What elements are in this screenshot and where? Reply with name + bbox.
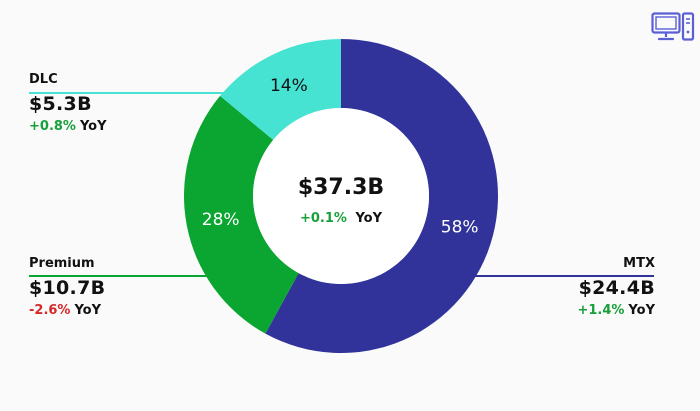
label-dlc: DLC $5.3B +0.8% YoY	[29, 72, 107, 134]
center-total-value: $37.3B	[298, 175, 384, 200]
donut-slices	[183, 38, 498, 353]
label-premium-change-row: -2.6% YoY	[29, 303, 105, 318]
donut-hole	[253, 108, 429, 284]
label-mtx-name: MTX	[623, 256, 655, 271]
label-premium-change: -2.6%	[29, 303, 71, 318]
label-premium: Premium $10.7B -2.6% YoY	[29, 256, 105, 318]
slice-mtx	[265, 39, 498, 353]
center-change-value: +0.1%	[300, 211, 347, 226]
label-dlc-change: +0.8%	[29, 119, 76, 134]
label-mtx-change-row: +1.4% YoY	[577, 303, 655, 318]
slice-dlc-percent: 14%	[270, 76, 308, 96]
label-dlc-name: DLC	[29, 72, 58, 87]
label-mtx-value: $24.4B	[578, 277, 655, 299]
label-premium-name: Premium	[29, 256, 95, 271]
center-change-suffix: YoY	[354, 211, 382, 226]
slice-premium	[183, 95, 299, 334]
label-premium-suffix: YoY	[74, 303, 102, 318]
label-premium-value: $10.7B	[29, 277, 106, 299]
label-dlc-change-row: +0.8% YoY	[29, 119, 107, 134]
slice-premium-percent: 28%	[202, 210, 240, 230]
slice-mtx-percent: 58%	[441, 217, 479, 237]
label-dlc-value: $5.3B	[29, 93, 92, 115]
label-mtx: MTX $24.4B +1.4% YoY	[577, 256, 655, 318]
label-mtx-suffix: YoY	[628, 303, 655, 318]
center-total-change: +0.1% YoY	[300, 211, 383, 226]
slice-percent-labels: 58% 28% 14%	[202, 76, 479, 237]
label-dlc-suffix: YoY	[79, 119, 107, 134]
label-mtx-change: +1.4%	[577, 303, 625, 318]
slice-dlc	[220, 38, 341, 140]
desktop-computer-icon[interactable]	[651, 12, 695, 42]
